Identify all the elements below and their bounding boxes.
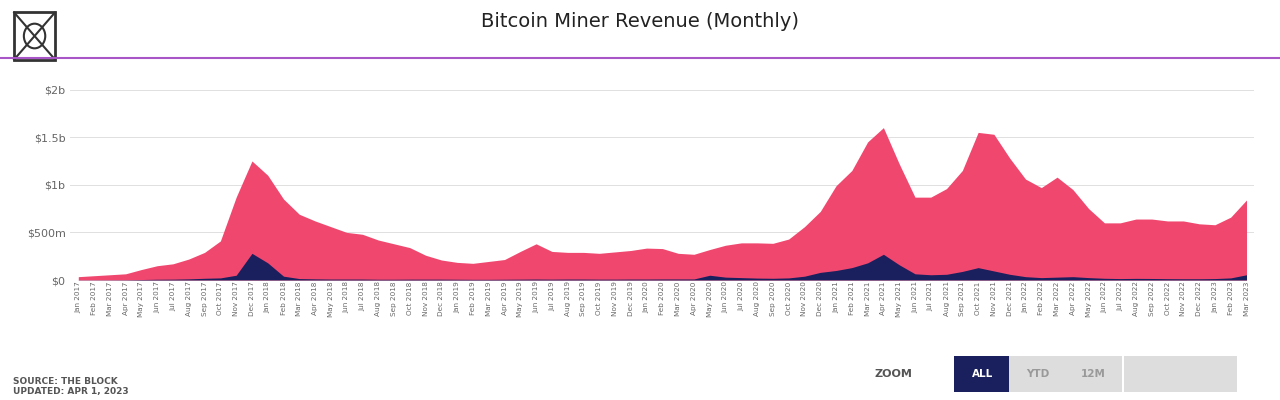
Text: SOURCE: THE BLOCK
UPDATED: APR 1, 2023: SOURCE: THE BLOCK UPDATED: APR 1, 2023 (13, 377, 128, 396)
FancyBboxPatch shape (1124, 356, 1181, 392)
FancyBboxPatch shape (1065, 356, 1123, 392)
Text: ALL: ALL (972, 369, 993, 379)
Text: Bitcoin Miner Revenue (Monthly): Bitcoin Miner Revenue (Monthly) (481, 12, 799, 31)
FancyBboxPatch shape (954, 356, 1011, 392)
FancyBboxPatch shape (1010, 356, 1066, 392)
FancyBboxPatch shape (1180, 356, 1238, 392)
Text: ZOOM: ZOOM (874, 369, 913, 379)
Bar (14, 12, 55, 60)
Text: YTD: YTD (1027, 369, 1050, 379)
Text: 12M: 12M (1082, 369, 1106, 379)
